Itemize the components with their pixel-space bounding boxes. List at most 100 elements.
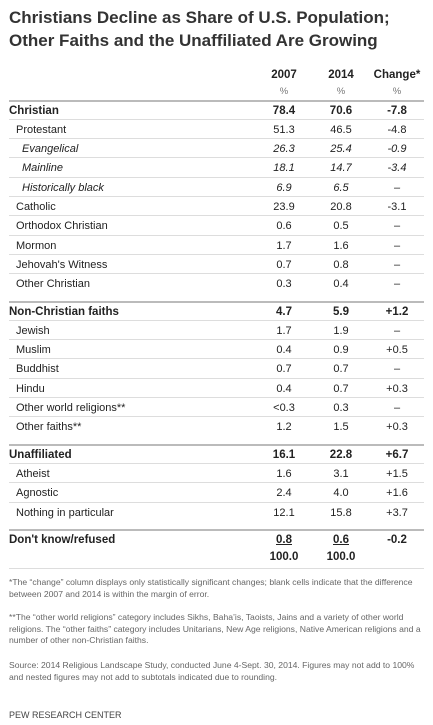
row-label: Mainline bbox=[22, 162, 63, 174]
total: 100.0 bbox=[269, 551, 299, 563]
cell: 20.8 bbox=[330, 201, 352, 213]
separator bbox=[9, 138, 424, 139]
cell: 0.4 bbox=[276, 344, 292, 356]
cell: – bbox=[393, 182, 401, 194]
cell: 25.4 bbox=[330, 143, 352, 155]
cell: +1.5 bbox=[386, 468, 408, 480]
row-label: Buddhist bbox=[16, 363, 59, 375]
cell: +0.3 bbox=[386, 383, 408, 395]
cell: 1.6 bbox=[276, 468, 292, 480]
cell: 0.7 bbox=[276, 363, 292, 375]
cell: – bbox=[393, 402, 401, 414]
cell: 18.1 bbox=[273, 162, 295, 174]
row-label: Historically black bbox=[22, 182, 104, 194]
cell: 0.4 bbox=[276, 383, 292, 395]
cell: 0.7 bbox=[333, 363, 349, 375]
cell: 23.9 bbox=[273, 201, 295, 213]
separator bbox=[9, 339, 424, 340]
separator bbox=[9, 157, 424, 158]
cell: 14.7 bbox=[330, 162, 352, 174]
cell: 26.3 bbox=[273, 143, 295, 155]
row-label: Atheist bbox=[16, 468, 50, 480]
separator bbox=[9, 397, 424, 398]
cell: 51.3 bbox=[273, 124, 295, 136]
cell: +0.3 bbox=[386, 421, 408, 433]
separator bbox=[9, 568, 424, 569]
row-label: Evangelical bbox=[22, 143, 79, 155]
cell: 0.8 bbox=[276, 534, 292, 546]
cell: 22.8 bbox=[329, 449, 353, 461]
cell: 0.7 bbox=[333, 383, 349, 395]
row-label: Jewish bbox=[16, 325, 50, 337]
column-header: Change* bbox=[373, 69, 421, 81]
row-label: Jehovah's Witness bbox=[16, 259, 108, 271]
cell: -3.4 bbox=[387, 162, 407, 174]
cell: – bbox=[393, 325, 401, 337]
row-label: Agnostic bbox=[16, 487, 59, 499]
cell: 0.5 bbox=[333, 220, 349, 232]
separator bbox=[9, 301, 424, 303]
cell: 1.2 bbox=[276, 421, 292, 433]
cell: 1.6 bbox=[333, 240, 349, 252]
cell: 6.5 bbox=[333, 182, 349, 194]
cell: 0.3 bbox=[276, 278, 292, 290]
unit: % bbox=[392, 86, 402, 97]
cell: – bbox=[393, 240, 401, 252]
footer: PEW RESEARCH CENTER bbox=[9, 710, 122, 720]
row-label: Non-Christian faiths bbox=[9, 306, 119, 318]
source: Source: 2014 Religious Landscape Study, … bbox=[9, 660, 415, 682]
separator bbox=[9, 529, 424, 531]
cell: – bbox=[393, 220, 401, 232]
note: *The “change” column displays only stati… bbox=[9, 577, 413, 599]
row-label: Nothing in particular bbox=[16, 507, 114, 519]
separator bbox=[9, 378, 424, 379]
note: **The “other world religions” category i… bbox=[9, 612, 421, 645]
separator bbox=[9, 320, 424, 321]
separator bbox=[9, 119, 424, 120]
title: Christians Decline as Share of U.S. Popu… bbox=[9, 8, 390, 50]
cell: 4.7 bbox=[276, 306, 292, 318]
cell: 12.1 bbox=[273, 507, 295, 519]
cell: 5.9 bbox=[333, 306, 349, 318]
separator bbox=[9, 502, 424, 503]
separator bbox=[9, 416, 424, 417]
cell: +6.7 bbox=[385, 449, 409, 461]
unit: % bbox=[279, 86, 289, 97]
cell: 15.8 bbox=[330, 507, 352, 519]
separator bbox=[9, 196, 424, 197]
cell: 0.6 bbox=[276, 220, 292, 232]
cell: +0.5 bbox=[386, 344, 408, 356]
cell: – bbox=[393, 259, 401, 271]
cell: 46.5 bbox=[330, 124, 352, 136]
cell: 1.7 bbox=[276, 240, 292, 252]
cell: -4.8 bbox=[387, 124, 407, 136]
row-label: Other Christian bbox=[16, 278, 90, 290]
row-label: Don't know/refused bbox=[9, 534, 116, 546]
cell: +1.2 bbox=[385, 306, 409, 318]
cell: 3.1 bbox=[333, 468, 349, 480]
cell: 0.7 bbox=[276, 259, 292, 271]
separator bbox=[9, 444, 424, 446]
separator bbox=[9, 235, 424, 236]
cell: – bbox=[393, 363, 401, 375]
cell: -3.1 bbox=[387, 201, 407, 213]
separator bbox=[9, 482, 424, 483]
row-label: Other faiths** bbox=[16, 421, 82, 433]
separator bbox=[9, 273, 424, 274]
row-label: Other world religions** bbox=[16, 402, 126, 414]
cell: 1.7 bbox=[276, 325, 292, 337]
row-label: Christian bbox=[9, 105, 59, 117]
cell: 0.8 bbox=[333, 259, 349, 271]
cell: 0.3 bbox=[333, 402, 349, 414]
row-label: Muslim bbox=[16, 344, 51, 356]
column-header: 2007 bbox=[271, 69, 297, 81]
cell: 70.6 bbox=[329, 105, 353, 117]
column-header: 2014 bbox=[328, 69, 354, 81]
separator bbox=[9, 100, 424, 102]
cell: -7.8 bbox=[387, 105, 407, 117]
cell: 2.4 bbox=[276, 487, 292, 499]
separator bbox=[9, 254, 424, 255]
row-label: Unaffiliated bbox=[9, 449, 72, 461]
cell: 0.6 bbox=[333, 534, 349, 546]
